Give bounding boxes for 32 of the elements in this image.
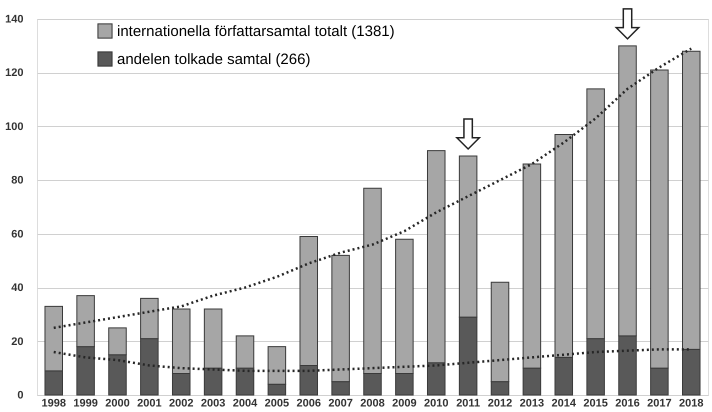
x-tick-label: 2014	[552, 398, 577, 410]
x-tick-label: 2009	[392, 398, 417, 410]
y-tick-label: 80	[11, 174, 24, 187]
x-tick-label: 1999	[73, 398, 98, 410]
x-tick-label: 2002	[169, 398, 194, 410]
line-series	[52, 47, 693, 330]
x-tick-label: 2003	[200, 398, 226, 410]
x-tick-label: 2015	[583, 398, 608, 410]
y-tick-label: 140	[5, 14, 24, 26]
legend-label: internationella författarsamtal totalt (1381)	[117, 23, 395, 40]
y-tick-label: 60	[11, 228, 24, 240]
y-tick-label: 20	[11, 336, 24, 348]
x-tick-label: 2016	[615, 398, 640, 410]
x-tick-label: 2013	[520, 398, 544, 410]
x-tick-label: 2005	[264, 398, 290, 410]
x-tick-label: 1998	[41, 398, 66, 410]
x-tick-label: 2004	[232, 398, 258, 410]
y-tick-label: 120	[5, 67, 24, 80]
x-tick-label: 2007	[328, 398, 353, 410]
x-tick-label: 2012	[488, 398, 512, 410]
x-tick-label: 2000	[105, 398, 130, 410]
x-tick-label: 2010	[424, 398, 448, 410]
y-tick-label: 0	[17, 390, 24, 402]
y-tick-label: 100	[5, 120, 24, 133]
legend-label: andelen tolkade samtal (266)	[117, 51, 310, 68]
x-tick-label: 2017	[647, 398, 672, 410]
x-tick-label: 2001	[137, 398, 162, 410]
x-tick-label: 2006	[296, 398, 321, 410]
x-tick-label: 2018	[679, 398, 704, 410]
y-tick-label: 40	[11, 282, 24, 294]
x-tick-label: 2011	[456, 398, 480, 410]
x-tick-label: 2008	[360, 398, 385, 410]
